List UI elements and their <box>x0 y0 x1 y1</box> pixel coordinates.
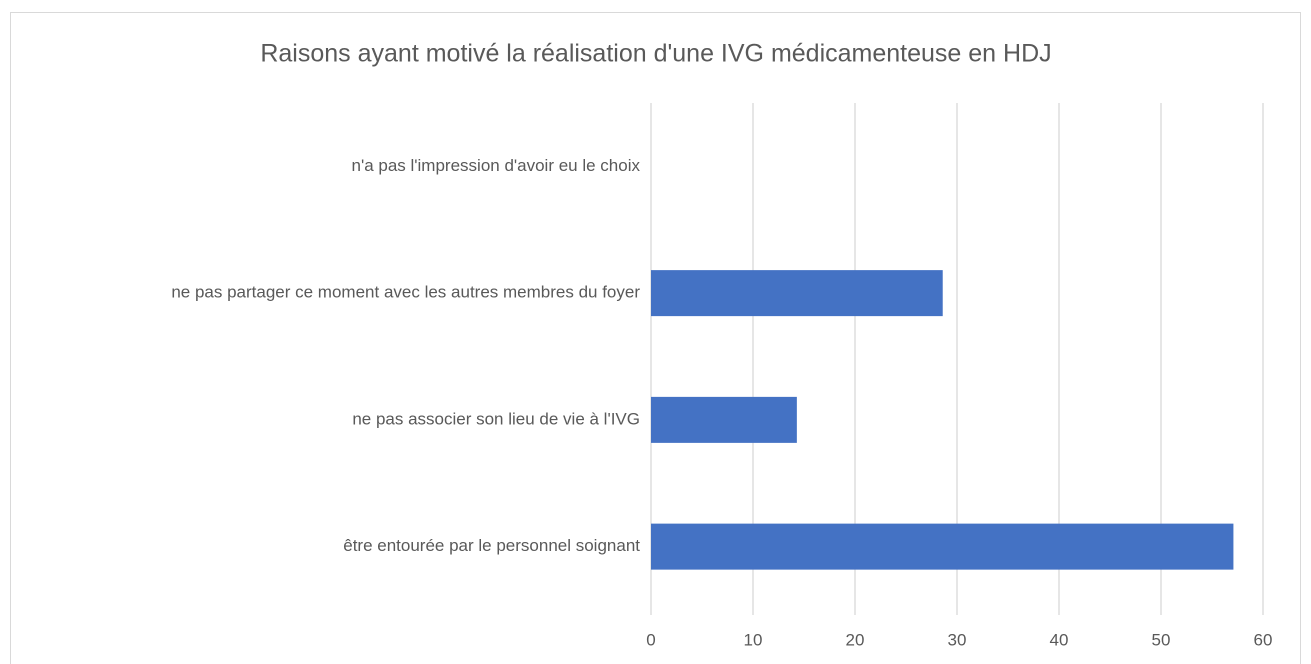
chart-title: Raisons ayant motivé la réalisation d'un… <box>260 40 1051 68</box>
x-tick-label: 50 <box>1152 630 1171 649</box>
bar <box>651 270 943 317</box>
bar <box>651 396 797 443</box>
x-tick-label: 20 <box>846 630 865 649</box>
x-tick-label: 60 <box>1254 630 1273 649</box>
x-tick-label: 0 <box>646 630 655 649</box>
x-tick-label: 40 <box>1050 630 1069 649</box>
y-tick-label: ne pas partager ce moment avec les autre… <box>171 283 640 302</box>
x-tick-label: 30 <box>948 630 967 649</box>
x-tick-label: 10 <box>744 630 763 649</box>
bar <box>651 523 1234 570</box>
y-tick-label: ne pas associer son lieu de vie à l'IVG <box>352 409 640 428</box>
y-tick-label: être entourée par le personnel soignant <box>343 536 640 555</box>
y-tick-label: n'a pas l'impression d'avoir eu le choix <box>352 156 641 175</box>
